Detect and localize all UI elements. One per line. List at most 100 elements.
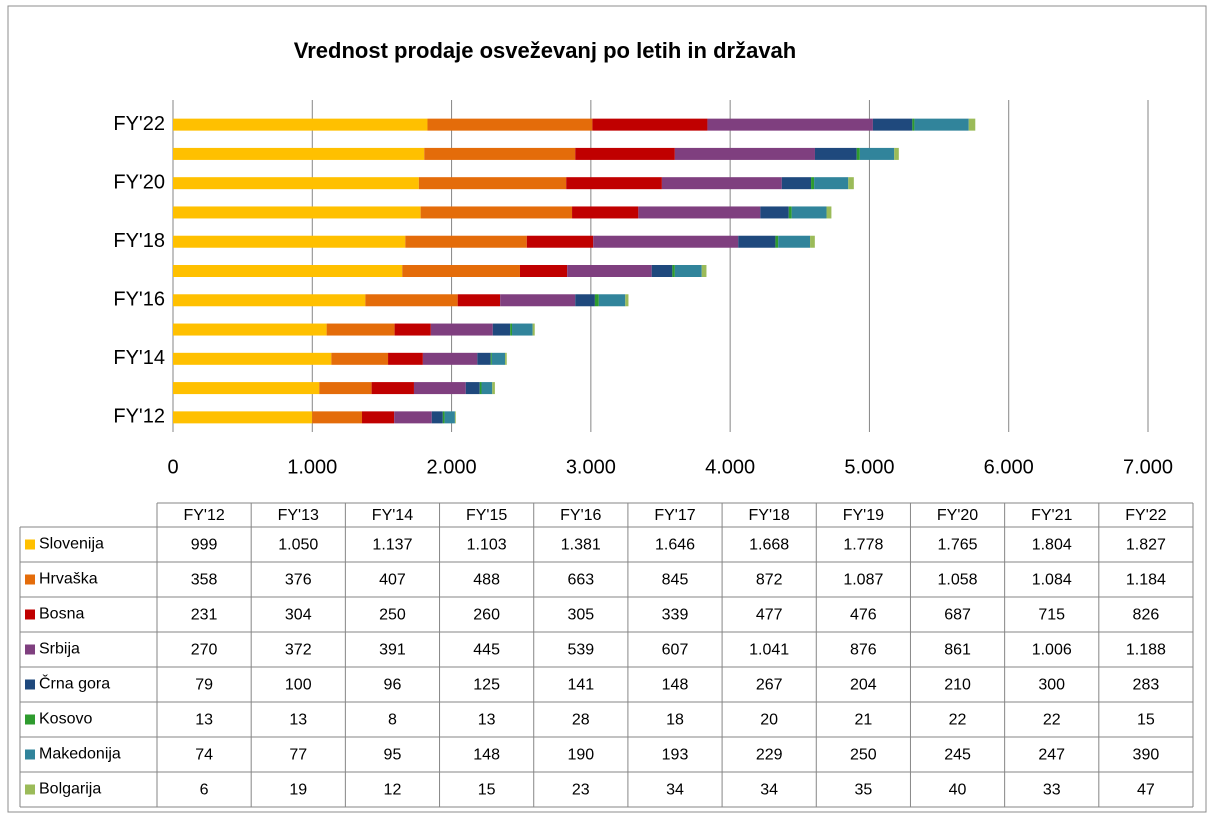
bar-segment bbox=[422, 352, 478, 365]
bar-segment bbox=[418, 177, 567, 190]
x-tick-label: 5.000 bbox=[844, 456, 894, 478]
legend-swatch bbox=[25, 539, 35, 550]
table-header: FY'12 bbox=[183, 507, 224, 524]
bar-segment bbox=[592, 118, 708, 131]
bar-segment bbox=[402, 265, 520, 277]
table-cell: 270 bbox=[191, 642, 218, 659]
table-cell: 1.765 bbox=[938, 537, 978, 554]
bar-segment bbox=[430, 323, 493, 336]
bar-segment bbox=[775, 235, 779, 248]
bar-segment bbox=[625, 294, 629, 307]
table-header: FY'18 bbox=[749, 507, 790, 524]
table-cell: 1.778 bbox=[843, 537, 883, 554]
table-cell: 20 bbox=[760, 712, 778, 729]
table-cell: 872 bbox=[756, 572, 783, 589]
table-cell: 1.058 bbox=[938, 572, 978, 589]
table-cell: 715 bbox=[1038, 607, 1065, 624]
legend-label: Črna gora bbox=[39, 674, 110, 693]
bar-segment bbox=[519, 265, 568, 277]
table-cell: 148 bbox=[662, 677, 689, 694]
table-header: FY'20 bbox=[937, 507, 978, 524]
table-cell: 23 bbox=[572, 782, 590, 799]
legend-label: Slovenija bbox=[39, 536, 104, 553]
bar-segment bbox=[567, 265, 652, 277]
bar-segment bbox=[420, 206, 573, 219]
bar-segment bbox=[326, 323, 395, 336]
bar-segment bbox=[505, 352, 507, 365]
bar-segment bbox=[312, 411, 363, 424]
bar-segment bbox=[894, 147, 899, 160]
table-cell: 22 bbox=[1043, 712, 1061, 729]
chart-frame bbox=[7, 5, 1207, 813]
table-cell: 15 bbox=[1137, 712, 1155, 729]
bar-segment bbox=[781, 177, 812, 190]
legend-label: Srbija bbox=[39, 641, 80, 658]
bar-segment bbox=[331, 352, 389, 365]
bar-segment bbox=[674, 265, 702, 277]
bar-segment bbox=[173, 118, 428, 131]
table-header: FY'14 bbox=[372, 507, 413, 524]
legend-swatch bbox=[25, 784, 35, 795]
x-tick-label: 4.000 bbox=[705, 456, 755, 478]
bar-segment bbox=[173, 294, 366, 307]
bar-segment bbox=[788, 206, 792, 219]
bar-segment bbox=[173, 206, 421, 219]
table-header: FY'15 bbox=[466, 507, 507, 524]
table-cell: 193 bbox=[662, 747, 689, 764]
legend-swatch bbox=[25, 714, 35, 725]
bar-segment bbox=[444, 411, 455, 424]
table-cell: 13 bbox=[478, 712, 496, 729]
table-cell: 15 bbox=[478, 782, 496, 799]
bar-segment bbox=[173, 411, 313, 424]
table-cell: 1.050 bbox=[278, 537, 318, 554]
bar-segment bbox=[371, 382, 414, 395]
table-cell: 204 bbox=[850, 677, 877, 694]
bar-segment bbox=[856, 147, 860, 160]
table-cell: 34 bbox=[760, 782, 778, 799]
legend-swatch bbox=[25, 574, 35, 585]
bar-segment bbox=[431, 411, 443, 424]
bar-segment bbox=[490, 352, 492, 365]
table-cell: 1.188 bbox=[1126, 642, 1166, 659]
bar-segment bbox=[424, 147, 576, 160]
x-tick-label: 2.000 bbox=[427, 456, 477, 478]
bar-segment bbox=[394, 411, 432, 424]
table-cell: 34 bbox=[666, 782, 684, 799]
table-cell: 845 bbox=[662, 572, 689, 589]
table-header: FY'16 bbox=[560, 507, 601, 524]
table-cell: 1.381 bbox=[561, 537, 601, 554]
table-cell: 141 bbox=[567, 677, 594, 694]
bar-segment bbox=[968, 118, 976, 131]
bar-segment bbox=[362, 411, 395, 424]
table-cell: 1.804 bbox=[1032, 537, 1072, 554]
table-cell: 539 bbox=[567, 642, 594, 659]
x-tick-label: 6.000 bbox=[984, 456, 1034, 478]
table-cell: 999 bbox=[191, 537, 218, 554]
table-cell: 339 bbox=[662, 607, 689, 624]
table-header: FY'21 bbox=[1031, 507, 1072, 524]
table-cell: 476 bbox=[850, 607, 877, 624]
bar-segment bbox=[848, 177, 854, 190]
bar-segment bbox=[814, 147, 857, 160]
table-cell: 477 bbox=[756, 607, 783, 624]
bar-segment bbox=[651, 265, 673, 277]
bar-segment bbox=[442, 411, 445, 424]
bar-segment bbox=[738, 235, 776, 248]
bar-segment bbox=[598, 294, 626, 307]
bar-segment bbox=[872, 118, 913, 131]
table-cell: 19 bbox=[289, 782, 307, 799]
y-tick-label: FY'12 bbox=[113, 406, 165, 428]
bar-segment bbox=[512, 323, 533, 336]
table-cell: 1.087 bbox=[843, 572, 883, 589]
table-cell: 1.646 bbox=[655, 537, 695, 554]
bar-segment bbox=[814, 177, 849, 190]
legend-label: Hrvaška bbox=[39, 571, 98, 588]
table-cell: 21 bbox=[854, 712, 872, 729]
bar-segment bbox=[173, 265, 403, 277]
bar-segment bbox=[566, 177, 662, 190]
table-cell: 210 bbox=[944, 677, 971, 694]
bar-segment bbox=[912, 118, 915, 131]
table-cell: 1.137 bbox=[372, 537, 412, 554]
legend-label: Bolgarija bbox=[39, 781, 101, 798]
